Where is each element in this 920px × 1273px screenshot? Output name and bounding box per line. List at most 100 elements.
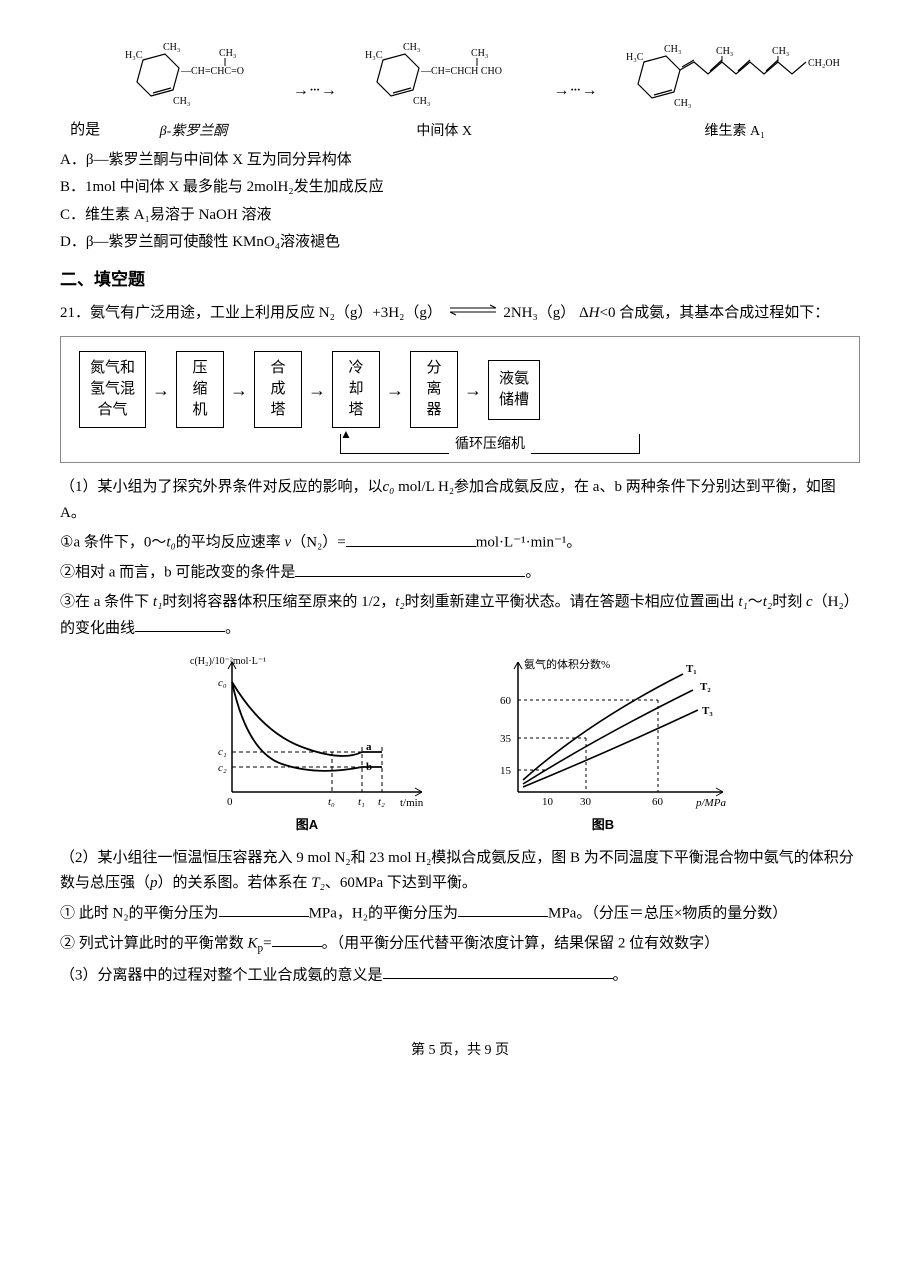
var-t2: T₂ xyxy=(311,875,325,891)
q21-part1: （1）某小组为了探究外界条件对反应的影响，以c₀ mol/L H₂参加合成氨反应… xyxy=(60,475,860,526)
answer-blank[interactable] xyxy=(135,616,225,633)
line-label-t1: T₁ xyxy=(686,663,697,675)
chem-group: CH₃ xyxy=(716,46,733,57)
chem-group: CH₃ xyxy=(413,96,430,107)
q-text: 。 xyxy=(225,620,240,636)
graph-b-ylabel: 氨气的体积分数% xyxy=(524,657,610,671)
answer-blank[interactable] xyxy=(219,901,309,918)
q21-stem: 21．氨气有广泛用途，工业上利用反应 N₂（g）+3H₂（g） 2NH₃（g） … xyxy=(60,301,860,327)
q-text: 、60MPa 下达到平衡。 xyxy=(325,875,477,891)
flow-text: 液氨 xyxy=(499,369,529,390)
unit-text: mol·L⁻¹·min⁻¹。 xyxy=(476,535,582,551)
flow-box-storage: 液氨 储槽 xyxy=(488,360,540,420)
q21-part2-2: ② 列式计算此时的平衡常数 Kp=。（用平衡分压代替平衡浓度计算，结果保留 2 … xyxy=(60,931,860,959)
xtick-30: 30 xyxy=(580,796,592,808)
option-a: A．β—紫罗兰酮与中间体 X 互为同分异构体 xyxy=(60,148,860,174)
flow-text: 塔 xyxy=(343,400,369,421)
q-text: MPa。（分压＝总压×物质的量分数） xyxy=(548,905,787,921)
reaction-arrow-2: → ··· → xyxy=(553,77,595,144)
chem-group: CH₃ xyxy=(772,46,789,57)
flow-text: 器 xyxy=(421,400,447,421)
structure-label-1: β-紫罗兰酮 xyxy=(160,120,228,144)
graph-a: c(H₂)/10⁻²mol·L⁻¹ t/min c₀ c₁ c₂ 0 t₀ t₁… xyxy=(182,652,432,836)
var-c0: c₀ xyxy=(383,479,395,495)
flow-text: 却 xyxy=(343,379,369,400)
flow-box-reactor: 合 成 塔 xyxy=(254,351,302,428)
chem-group: CH₃ xyxy=(471,48,488,59)
origin-label: 0 xyxy=(227,796,233,808)
option-c: C．维生素 A₁易溶于 NaOH 溶液 xyxy=(60,203,860,229)
recycle-label: 循环压缩机 xyxy=(449,433,531,457)
chem-group: CH₃ xyxy=(403,42,420,53)
graph-a-ylabel: c(H₂)/10⁻²mol·L⁻¹ xyxy=(190,656,266,667)
answer-blank[interactable] xyxy=(383,963,613,980)
curve-label-b: b xyxy=(366,761,372,773)
flow-text: 储槽 xyxy=(499,390,529,411)
chem-side-chain: —CH=CHC=O xyxy=(180,66,244,77)
flow-recycle-loop: ▲ 循环压缩机 xyxy=(79,434,841,454)
flow-text: 氮气和 xyxy=(90,358,135,379)
line-label-t3: T₃ xyxy=(702,705,713,717)
synthesis-flow-diagram: 氮气和 氢气混 合气 → 压 缩 机 → 合 成 塔 → 冷 却 塔 → 分 离… xyxy=(60,336,860,463)
q-text: ～ xyxy=(748,594,763,610)
vitamin-a1-structure: H₃C CH₃ CH₃ CH₃ CH₃ CH₂OH 维生素 A₁ xyxy=(620,40,850,144)
var-t2: t₂ xyxy=(395,594,404,610)
page-footer: 第 5 页，共 9 页 xyxy=(60,1039,860,1063)
chem-group: CH₃ xyxy=(219,48,236,59)
chem-group: H₃C xyxy=(626,52,644,63)
tick-t0: t₀ xyxy=(328,796,335,808)
flow-text: 冷 xyxy=(343,358,369,379)
flow-text: 成 xyxy=(265,379,291,400)
q-text: ②相对 a 而言，b 可能改变的条件是 xyxy=(60,565,295,581)
chem-group: CH₃ xyxy=(664,44,681,55)
q21-stem-pre: 21．氨气有广泛用途，工业上利用反应 N₂（g）+3H₂（g） xyxy=(60,305,442,321)
answer-blank[interactable] xyxy=(458,901,548,918)
q-text: 时刻重新建立平衡状态。请在答题卡相应位置画出 xyxy=(405,594,739,610)
q-text: = xyxy=(263,935,271,951)
q-text: 时刻 xyxy=(772,594,806,610)
intermediate-x-structure: H₃C CH₃ CH₃ CH₃ —CH=CHCH CHO 中间体 X xyxy=(359,40,529,144)
q-text: 时刻将容器体积压缩至原来的 1/2， xyxy=(162,594,395,610)
graph-b-caption: 图B xyxy=(592,814,614,836)
graph-a-caption: 图A xyxy=(296,814,318,836)
chem-tail-group: CH₂OH xyxy=(808,58,840,69)
line-label-t2: T₂ xyxy=(700,681,711,693)
flow-text: 压 xyxy=(187,358,213,379)
flow-text: 合 xyxy=(265,358,291,379)
up-arrow-icon: ▲ xyxy=(340,424,352,444)
curve-label-a: a xyxy=(366,741,372,753)
tick-c0: c₀ xyxy=(218,677,227,689)
answer-blank[interactable] xyxy=(272,931,322,948)
flow-text: 离 xyxy=(421,379,447,400)
q-text: （1）某小组为了探究外界条件对反应的影响，以 xyxy=(60,479,383,495)
answer-blank[interactable] xyxy=(346,530,476,547)
graph-b: 氨气的体积分数% p/MPa 60 35 15 10 30 60 T₁ T₂ T… xyxy=(468,652,738,836)
var-t1: t₁ xyxy=(153,594,162,610)
delta-h-var: H xyxy=(589,305,600,321)
flow-arrow-icon: → xyxy=(152,375,170,406)
reaction-arrow-1: → ··· → xyxy=(293,77,335,144)
flow-arrow-icon: → xyxy=(230,375,248,406)
var-p: p xyxy=(150,875,158,891)
flow-arrow-icon: → xyxy=(308,375,326,406)
chem-structures-row: 的是 H₃C CH₃ CH₃ CH₃ —CH=CHC=O β-紫罗兰酮 → ··… xyxy=(60,40,860,144)
lead-in-text: 的是 xyxy=(70,118,100,144)
q-text: ）的关系图。若体系在 xyxy=(158,875,312,891)
ytick-60: 60 xyxy=(500,695,512,707)
option-d: D．β—紫罗兰酮可使酸性 KMnO₄溶液褪色 xyxy=(60,230,860,256)
flow-text: 塔 xyxy=(265,400,291,421)
q-text: 。（用平衡分压代替平衡浓度计算，结果保留 2 位有效数字） xyxy=(322,935,720,951)
var-t0: t₀ xyxy=(166,535,175,551)
tick-t1: t₁ xyxy=(358,796,365,808)
var-c: c xyxy=(806,594,813,610)
flow-box-feed-gas: 氮气和 氢气混 合气 xyxy=(79,351,146,428)
q-text: ①a 条件下，0～ xyxy=(60,535,166,551)
graph-a-xlabel: t/min xyxy=(400,797,424,809)
q21-part2-1: ① 此时 N₂的平衡分压为MPa，H₂的平衡分压为MPa。（分压＝总压×物质的量… xyxy=(60,901,860,927)
answer-blank[interactable] xyxy=(295,560,525,577)
q-text: ② 列式计算此时的平衡常数 xyxy=(60,935,248,951)
q-text: ③在 a 条件下 xyxy=(60,594,153,610)
flow-box-separator: 分 离 器 xyxy=(410,351,458,428)
xtick-10: 10 xyxy=(542,796,554,808)
q-text: ① 此时 N₂的平衡分压为 xyxy=(60,905,219,921)
